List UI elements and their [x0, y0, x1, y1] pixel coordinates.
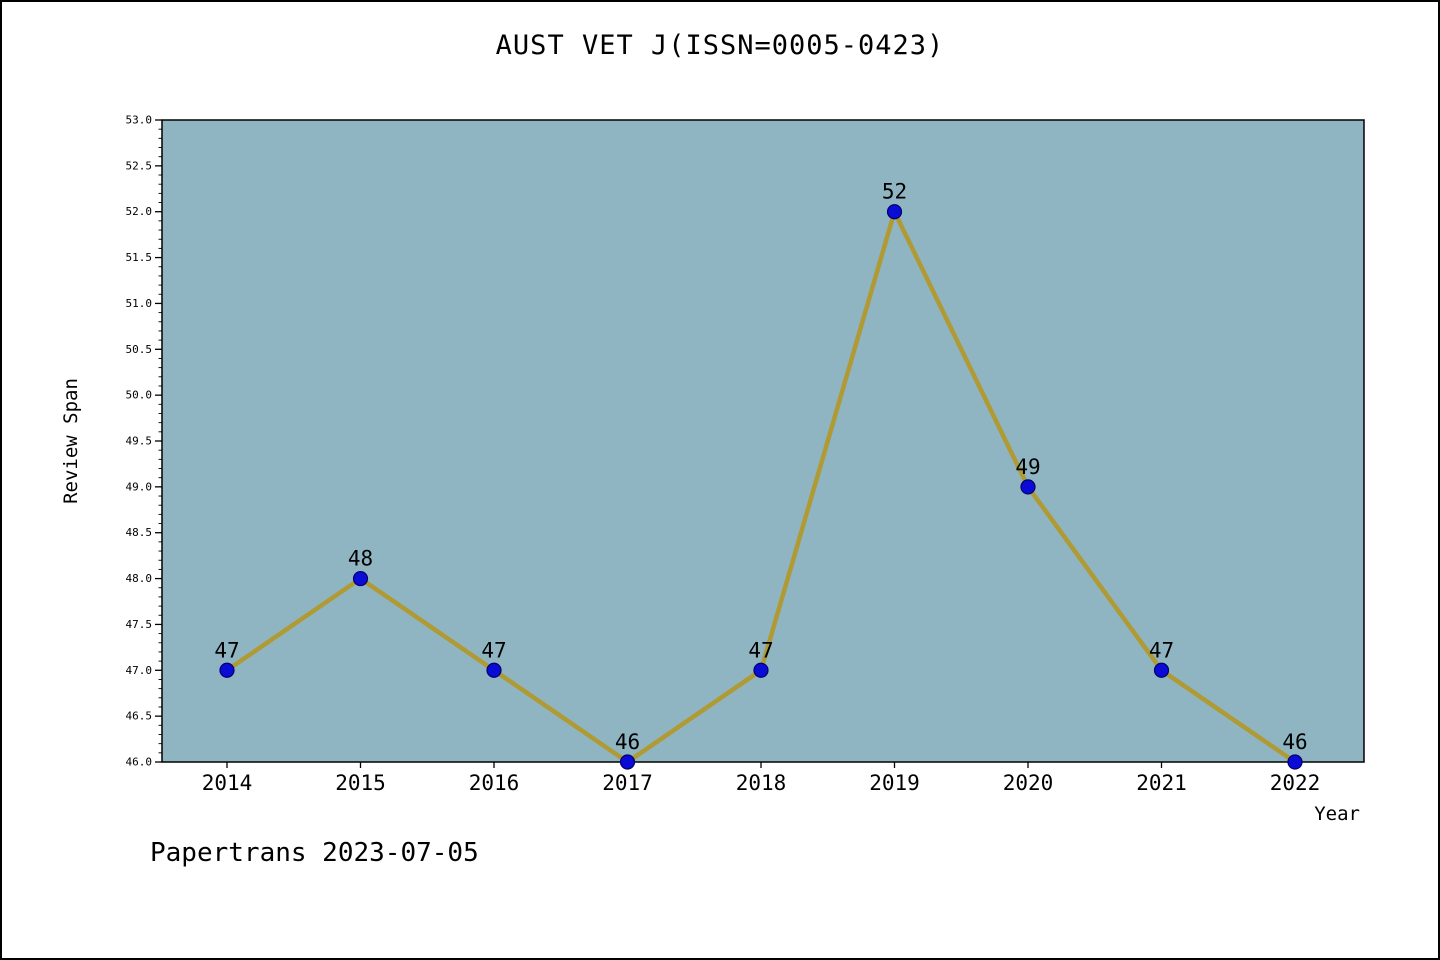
- y-tick-label: 48.0: [126, 572, 153, 585]
- x-tick-label: 2017: [602, 771, 653, 795]
- data-point: [219, 662, 235, 678]
- data-points: [219, 204, 1303, 770]
- x-tick-label: 2020: [1003, 771, 1054, 795]
- y-axis-ticks: 46.0 46.5 47.0 47.5 48.0 48.5 49.0 49.5 50.0 50.5…: [126, 114, 162, 769]
- data-point: [753, 662, 769, 678]
- point-label: 47: [214, 638, 239, 662]
- y-tick-label: 46.0: [126, 756, 153, 769]
- x-tick-label: 2016: [469, 771, 520, 795]
- y-tick-label: 46.5: [126, 710, 153, 723]
- data-point: [1020, 479, 1036, 495]
- point-label: 47: [481, 638, 506, 662]
- x-tick-label: 2015: [335, 771, 386, 795]
- y-tick-label: 53.0: [126, 114, 153, 127]
- y-tick-label: 48.5: [126, 526, 153, 539]
- point-label: 49: [1015, 455, 1040, 479]
- point-label: 46: [615, 730, 640, 754]
- y-tick-label: 50.0: [126, 389, 153, 402]
- point-label: 48: [348, 547, 373, 571]
- x-tick-label: 2018: [736, 771, 787, 795]
- data-point: [352, 570, 369, 587]
- data-point: [1287, 754, 1303, 770]
- point-labels: 47 48 47 46 47 52 49 47 46: [214, 180, 1307, 754]
- y-tick-label: 47.0: [126, 664, 153, 677]
- y-tick-label: 47.5: [126, 618, 153, 631]
- y-tick-label: 49.5: [126, 435, 153, 448]
- y-tick-label: 50.5: [126, 343, 153, 356]
- chart-title: AUST VET J(ISSN=0005-0423): [495, 30, 945, 61]
- y-tick-label: 52.5: [126, 159, 153, 172]
- data-point: [619, 754, 636, 770]
- y-tick-label: 51.0: [126, 297, 153, 310]
- y-axis-label: Review Span: [60, 378, 82, 504]
- point-label: 47: [748, 638, 773, 662]
- x-axis-ticks: 2014 2015 2016 2017 2018 2019 2020 2021 2022: [202, 762, 1321, 795]
- point-label: 52: [882, 180, 907, 204]
- watermark-text: Papertrans 2023-07-05: [150, 838, 479, 868]
- data-point: [886, 204, 903, 220]
- y-tick-label: 51.5: [126, 251, 153, 264]
- x-tick-label: 2019: [869, 771, 920, 795]
- y-tick-label: 52.0: [126, 205, 153, 218]
- data-point: [486, 662, 502, 678]
- plot-area: [161, 119, 1365, 763]
- y-tick-label: 49.0: [126, 480, 153, 493]
- x-tick-label: 2014: [202, 771, 253, 795]
- x-tick-label: 2021: [1136, 771, 1187, 795]
- point-label: 46: [1282, 730, 1307, 754]
- data-point: [1153, 662, 1170, 678]
- x-tick-label: 2022: [1270, 771, 1321, 795]
- x-axis-label: Year: [1314, 803, 1360, 825]
- point-label: 47: [1149, 638, 1174, 662]
